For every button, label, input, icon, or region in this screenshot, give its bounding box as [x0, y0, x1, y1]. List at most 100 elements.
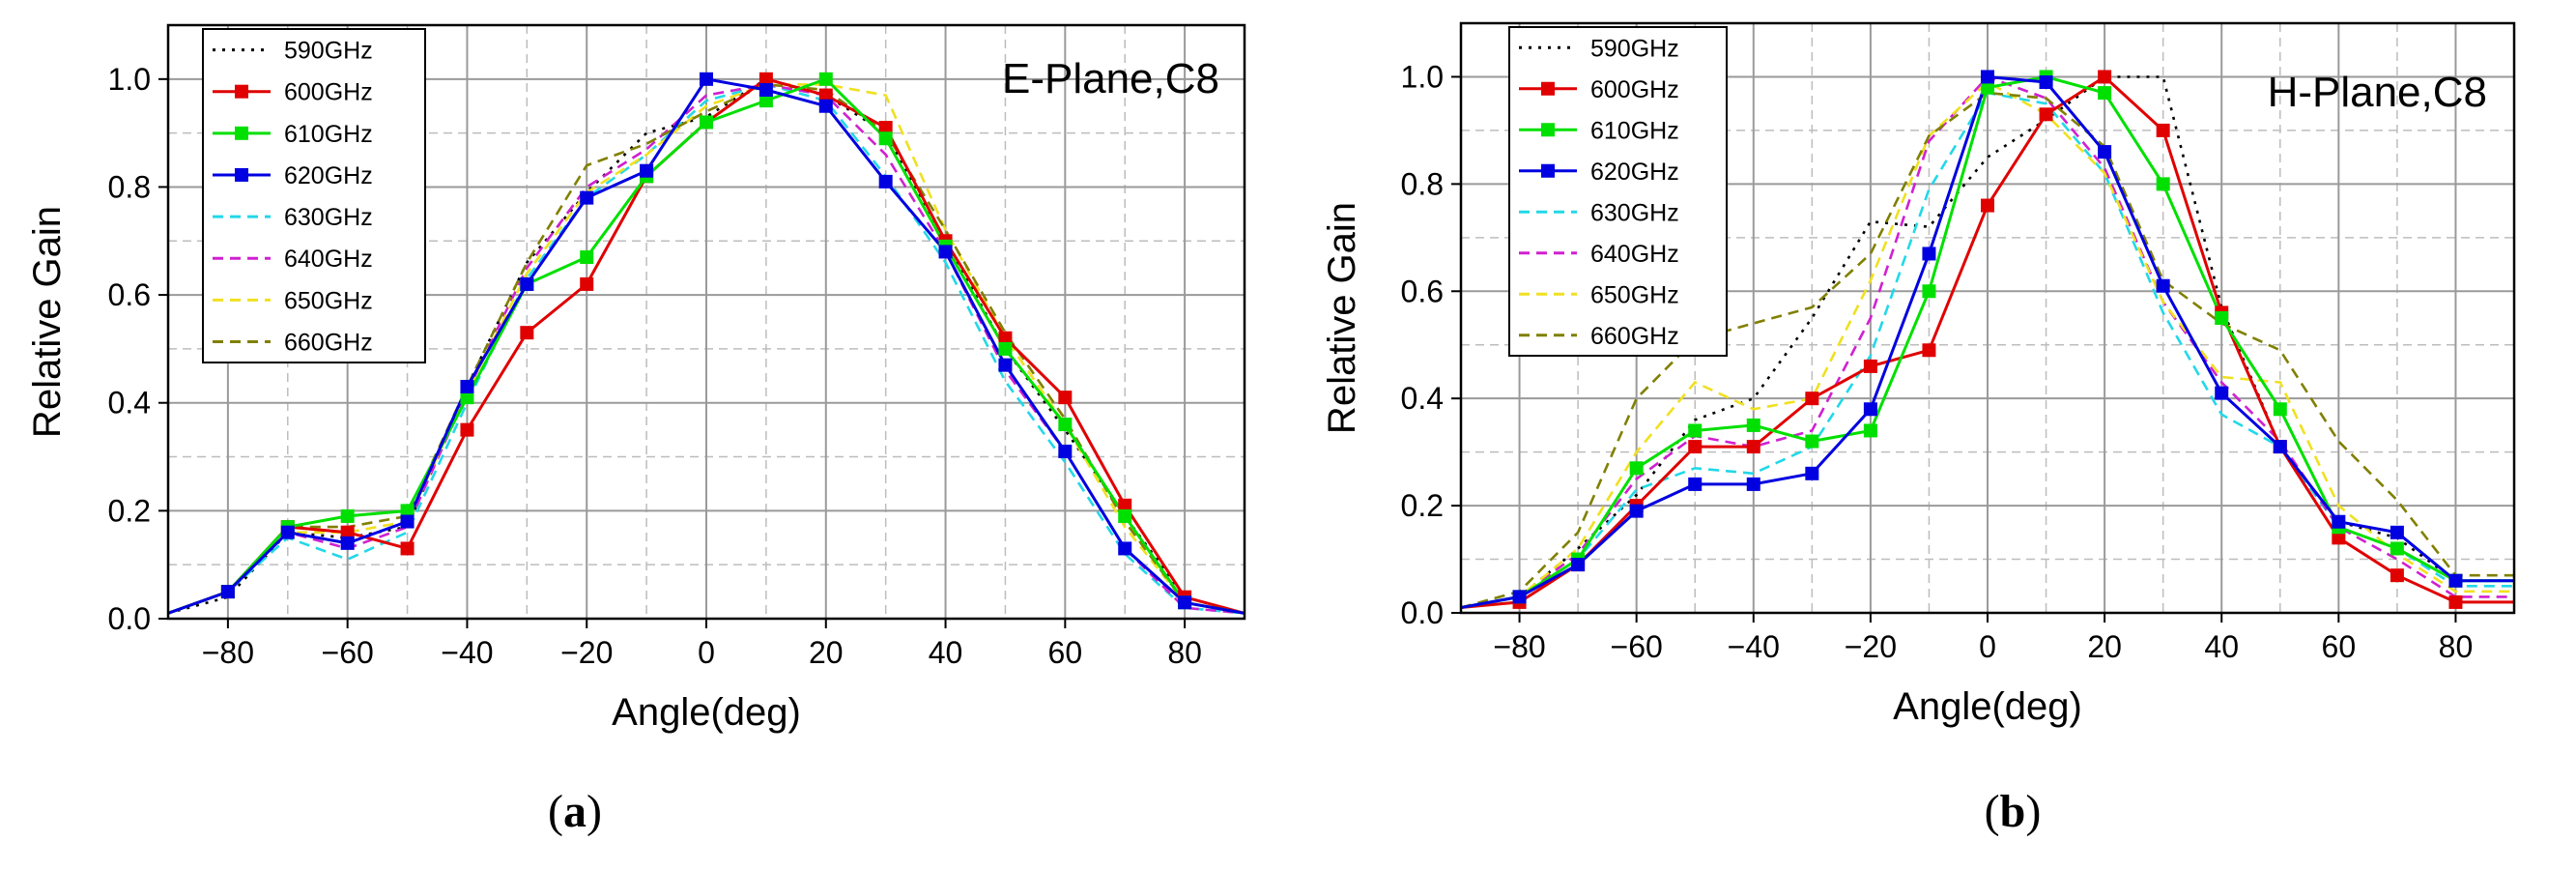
panel-b-y-tick-label: 1.0 — [1401, 59, 1444, 94]
panel-a-series-610GHz-point — [340, 508, 355, 523]
panel-a-series-620GHz-point — [220, 585, 235, 599]
panel-b-series-600GHz-point — [2039, 107, 2053, 122]
panel-a-series-600GHz-point — [1118, 498, 1132, 512]
panel-a-series-600GHz-point — [400, 541, 415, 556]
panel-a-series-630GHz-line — [168, 83, 1245, 615]
panel-a-series-610GHz-point — [400, 504, 415, 518]
panel-b-series-600GHz-point — [1922, 343, 1936, 358]
panel-b-legend-label-630GHz: 630GHz — [1590, 199, 1679, 226]
panel-a-series-620GHz-point — [818, 99, 833, 113]
panel-b-x-tick-label: 20 — [2087, 629, 2122, 664]
panel-b-series-620GHz-point — [2332, 514, 2346, 529]
panel-a-series-600GHz-point — [998, 331, 1013, 345]
panel-a-series-620GHz-point — [520, 276, 534, 291]
panel-a-plane-label: E-Plane,C8 — [1002, 55, 1219, 102]
panel-b-series-620GHz-point — [2156, 278, 2170, 293]
panel-b-series-600GHz-point — [2332, 531, 2346, 545]
panel-a-y-tick-label: 0.0 — [108, 601, 151, 636]
panel-a-series-610GHz-point — [878, 131, 893, 146]
panel-b-x-tick-label: −40 — [1728, 629, 1780, 664]
panel-b-legend-label-620GHz: 620GHz — [1590, 159, 1679, 186]
panel-a-series-620GHz-point — [700, 72, 713, 86]
panel-b-x-tick-label: −80 — [1493, 629, 1545, 664]
panel-a-series-650GHz-line — [168, 83, 1245, 615]
panel-b-series-600GHz-point — [1688, 440, 1703, 454]
panel-b-series-610GHz-point — [2390, 541, 2404, 556]
panel-a-legend-marker-610GHz — [235, 126, 248, 140]
panel-a-x-tick-label: −60 — [322, 635, 374, 670]
panel-a-legend-marker-600GHz — [235, 84, 248, 99]
panel-a-series-600GHz-point — [460, 422, 474, 437]
panel-b-series-610GHz-point — [1688, 423, 1703, 438]
panel-b-caption-letter: b — [2000, 786, 2026, 837]
panel-b-x-tick-label: 60 — [2322, 629, 2357, 664]
panel-b-plane-label: H-Plane,C8 — [2268, 69, 2487, 116]
panel-b-legend: 590GHz 600GHz 610GHz 620GHz 630GHz 640GHz 650G… — [1508, 26, 1728, 357]
panel-a-series-620GHz-point — [280, 525, 295, 539]
panel-a-series-610GHz-point — [998, 341, 1013, 356]
panel-b-caption: (b) — [1985, 786, 2042, 837]
panel-a-series-600GHz-point — [758, 72, 773, 86]
panel-b-series-600GHz-point — [1805, 392, 1819, 406]
panel-b-series-650GHz-line — [1461, 80, 2514, 609]
panel-b-x-tick-label: 0 — [1979, 629, 1996, 664]
panel-a-series-620GHz-point — [340, 536, 355, 550]
panel-a-x-tick-label: 20 — [809, 635, 844, 670]
panel-b-series-620GHz-point — [1512, 590, 1527, 604]
panel-b-y-tick-label: 0.6 — [1401, 274, 1444, 308]
panel-a: −80 −60 −40 −20 0 20 40 60 80 0.0 0.2 0.4 0.6 0.8 1.0 A… — [26, 23, 1246, 837]
panel-a-legend-label-650GHz: 650GHz — [284, 287, 373, 314]
panel-a-x-tick-label: 40 — [929, 635, 963, 670]
panel-b-series-600GHz-point — [2448, 594, 2463, 609]
panel-b-series-620GHz-point — [1981, 70, 1994, 84]
panel-a-series-610GHz-point — [1058, 418, 1073, 432]
panel-a-legend-label-610GHz: 610GHz — [284, 121, 373, 148]
panel-b-x-tick-label: 80 — [2439, 629, 2474, 664]
panel-b-series-610GHz-point — [2273, 402, 2287, 417]
panel-a-series-600GHz-point — [580, 276, 594, 291]
panel-b-series-600GHz-point — [1746, 440, 1760, 454]
panel-b-series-600GHz-point — [1863, 359, 1877, 373]
panel-b-series-610GHz-point — [1981, 80, 1994, 95]
panel-b-series-600GHz-point — [1981, 198, 1994, 213]
panel-a-series-600GHz-point — [340, 525, 355, 539]
panel-a-y-tick-label: 0.6 — [108, 277, 151, 312]
panel-b-legend-marker-600GHz — [1541, 81, 1555, 96]
panel-a-series-610GHz-point — [580, 250, 594, 265]
panel-b-series-610GHz-point — [1922, 284, 1936, 299]
panel-a-series-620GHz-point — [1178, 595, 1192, 610]
panel-b-legend-label-650GHz: 650GHz — [1590, 281, 1679, 308]
panel-a-series-610GHz-point — [758, 94, 773, 108]
panel-a-series-600GHz-point — [1058, 391, 1073, 405]
panel-a-caption-letter: a — [563, 786, 587, 837]
panel-a-series-610GHz-point — [1118, 508, 1132, 523]
panel-b-legend-marker-610GHz — [1541, 123, 1555, 137]
panel-a-y-tick-label: 0.2 — [108, 493, 151, 528]
panel-b-legend-label-600GHz: 600GHz — [1590, 76, 1679, 103]
panel-b-x-axis-label: Angle(deg) — [1893, 685, 2082, 728]
panel-a-x-tick-label: 0 — [698, 635, 715, 670]
panel-a-caption: (a) — [548, 786, 602, 837]
panel-b-x-tick-label: 40 — [2204, 629, 2239, 664]
panel-a-series-620GHz-point — [998, 358, 1013, 372]
panel-b-legend-marker-620GHz — [1541, 163, 1555, 178]
panel-b-series-610GHz-point — [1863, 423, 1877, 438]
panel-a-legend-label-630GHz: 630GHz — [284, 204, 373, 231]
panel-a-series-620GHz-point — [878, 174, 893, 188]
panel-b-series-610GHz-point — [1805, 434, 1819, 449]
panel-a-x-tick-label: 60 — [1048, 635, 1083, 670]
panel-a-legend-label-590GHz: 590GHz — [284, 38, 373, 65]
panel-b-y-tick-label: 0.8 — [1401, 166, 1444, 201]
panel-b-series-620GHz-point — [2390, 525, 2404, 539]
panel-a-series-620GHz-point — [1058, 444, 1073, 458]
panel-b-series-620GHz-point — [1805, 466, 1819, 480]
panel-b-series-620GHz-point — [1922, 246, 1936, 261]
panel-b-series-610GHz-point — [2215, 311, 2229, 325]
panel-b-series-610GHz-point — [2156, 177, 2170, 191]
panel-a-legend-label-620GHz: 620GHz — [284, 162, 373, 189]
panel-b-series-620GHz-point — [2448, 573, 2463, 588]
panel-a-y-tick-label: 1.0 — [108, 62, 151, 97]
panel-b-series-600GHz-point — [2156, 123, 2170, 137]
panel-b-series-600GHz-point — [2098, 70, 2112, 84]
